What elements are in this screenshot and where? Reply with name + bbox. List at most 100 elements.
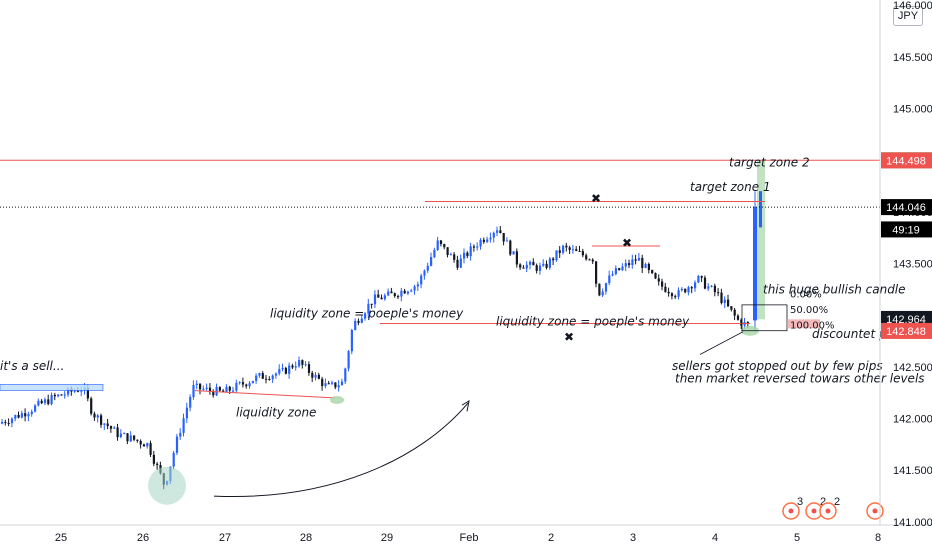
liquidity-sweep-circle [330, 395, 344, 404]
candle-bullish [680, 288, 683, 291]
candle-bearish [453, 254, 456, 260]
y-tick-label: 143.500 [893, 259, 932, 271]
candle-bullish [538, 265, 542, 271]
candle-bullish [710, 285, 713, 287]
candle-bullish [449, 254, 452, 256]
candle-bullish [608, 275, 611, 284]
candle-bearish [472, 246, 476, 248]
candle-bearish [24, 413, 27, 417]
candle-bullish [96, 415, 99, 418]
candle-bullish [103, 423, 106, 425]
candle-bullish [37, 400, 40, 406]
x-tick-label: 26 [137, 532, 149, 544]
candle-bullish [406, 291, 410, 294]
event-marker-count: 3 [797, 496, 803, 508]
candle-bearish [545, 263, 548, 268]
candle-bullish [63, 394, 66, 396]
candle-bullish [337, 385, 340, 388]
candle-bearish [499, 230, 502, 234]
candle-bullish [278, 369, 281, 374]
candle-bullish [146, 443, 149, 447]
event-marker-dot [872, 508, 878, 514]
fib-zone [787, 319, 820, 329]
candle-bearish [212, 391, 215, 396]
follow-candle-body [759, 191, 762, 228]
candle-bullish [202, 388, 205, 390]
candle-bullish [182, 418, 185, 433]
candle-bullish [281, 367, 284, 370]
candle-bullish [387, 291, 390, 296]
candle-bearish [591, 259, 594, 262]
candle-bullish [195, 383, 198, 385]
candle-bullish [113, 427, 116, 429]
x-tick-label: 3 [630, 532, 636, 544]
candle-bullish [624, 263, 627, 267]
candle-bearish [317, 374, 320, 379]
event-marker-dot [825, 508, 831, 514]
candle-bearish [47, 399, 50, 405]
currency-badge[interactable]: JPY [893, 6, 923, 26]
annotations: it's a sell... liquidity zone liquidity zo… [0, 155, 925, 419]
candle-bearish [284, 367, 287, 374]
candle-bullish [172, 452, 175, 467]
x-tick-label: Feb [460, 532, 479, 544]
candle-bullish [601, 291, 604, 296]
candle-bearish [397, 296, 400, 298]
candle-bullish [367, 303, 370, 314]
candle-bullish [697, 276, 700, 283]
candle-bullish [694, 282, 697, 289]
candle-bearish [139, 440, 142, 445]
candle-bullish [463, 252, 466, 259]
fib-label-fib100: 100.00% [790, 321, 835, 332]
candle-bearish [380, 297, 383, 300]
candle-bearish [334, 382, 337, 388]
candle-bearish [736, 315, 740, 320]
candle-bullish [129, 435, 132, 442]
candle-bullish [27, 413, 30, 417]
candle-bearish [208, 387, 212, 392]
annotation-liq_low: liquidity zone [236, 405, 316, 419]
y-tick-label: 142.500 [893, 362, 932, 374]
candle-bullish [562, 245, 565, 253]
candle-bullish [360, 318, 363, 323]
candle-bullish [420, 275, 423, 285]
candle-bearish [727, 299, 730, 307]
y-tick-label: 142.000 [893, 414, 932, 426]
candle-bullish [479, 239, 482, 247]
event-marker-dot [788, 508, 794, 514]
candle-bearish [218, 387, 221, 391]
price-tag-bg [881, 322, 932, 339]
candle-bearish [670, 293, 674, 297]
curved-arrow-head [461, 399, 470, 412]
candle-bullish [677, 290, 680, 297]
candle-bearish [86, 387, 89, 399]
y-tick-label: 141.000 [893, 517, 932, 529]
annotation-liq_mid: liquidity zone = poeple's money [270, 306, 464, 320]
candle-bearish [76, 390, 80, 392]
fib-label-fib0: 0.00% [790, 290, 822, 301]
candle-bullish [238, 382, 241, 384]
candle-bearish [17, 415, 20, 418]
candle-bearish [100, 415, 103, 425]
candle-bullish [192, 384, 195, 398]
candle-bearish [126, 433, 129, 442]
candle-bullish [423, 270, 426, 276]
candle-bearish [634, 259, 637, 261]
candle-bearish [93, 413, 96, 418]
candle-bearish [265, 378, 268, 380]
candle-bearish [740, 319, 743, 326]
candle-bullish [571, 249, 575, 251]
candle-bullish [189, 397, 192, 408]
candle-bearish [393, 293, 396, 297]
target-zone-band [757, 160, 765, 320]
candle-bullish [707, 286, 710, 289]
candle-bullish [347, 351, 350, 369]
candle-bearish [720, 292, 723, 304]
candle-bullish [426, 265, 429, 271]
candle-bearish [327, 383, 330, 385]
candle-bullish [235, 382, 238, 391]
annotation-liq_right: liquidity zone = poeple's money [496, 315, 690, 329]
candle-bullish [215, 387, 218, 396]
candle-bearish [713, 285, 716, 293]
